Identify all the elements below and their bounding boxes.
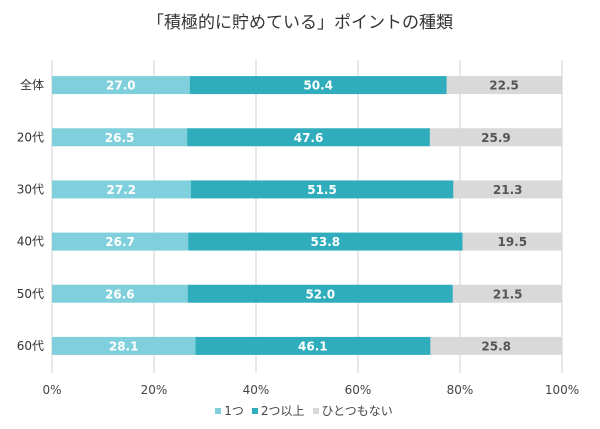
legend-label: 1つ xyxy=(224,404,244,418)
category-label: 全体 xyxy=(20,77,44,92)
legend-label: ひとつもない xyxy=(321,404,393,418)
category-label: 40代 xyxy=(17,235,44,249)
category-label: 30代 xyxy=(17,182,44,196)
legend: 1つ 2つ以上 ひとつもない xyxy=(0,402,600,419)
x-tick-label: 40% xyxy=(243,383,270,397)
data-label: 53.8 xyxy=(311,235,341,249)
bar-segment xyxy=(446,76,562,95)
legend-swatch xyxy=(312,408,319,414)
chart-title: 「積極的に貯めている」ポイントの種類 xyxy=(147,13,453,33)
bar-segment xyxy=(52,180,191,199)
data-label: 25.8 xyxy=(481,339,511,353)
legend-swatch xyxy=(251,408,258,414)
data-label: 26.7 xyxy=(105,235,135,249)
bar-segment xyxy=(453,180,562,199)
data-label: 52.0 xyxy=(305,287,335,301)
x-tick-label: 80% xyxy=(447,383,474,397)
data-label: 21.5 xyxy=(493,287,523,301)
bar-segment xyxy=(187,128,430,147)
bar-segment xyxy=(52,336,196,355)
bar-segment xyxy=(52,76,190,95)
data-label: 51.5 xyxy=(307,183,337,197)
category-label: 50代 xyxy=(17,287,44,301)
category-label: 20代 xyxy=(17,130,44,144)
bar-segment xyxy=(52,284,188,303)
bar-segment xyxy=(190,180,454,199)
data-label: 27.0 xyxy=(106,79,136,93)
bar-segment xyxy=(452,284,563,303)
data-label: 27.2 xyxy=(107,183,137,197)
data-label: 47.6 xyxy=(294,131,324,145)
bar-segment xyxy=(187,284,453,303)
bar-segment xyxy=(462,232,562,251)
data-label: 21.3 xyxy=(493,183,523,197)
bar-segment xyxy=(430,336,562,355)
data-label: 26.5 xyxy=(105,131,135,145)
legend-swatch xyxy=(215,408,222,414)
bar-segment xyxy=(52,128,188,147)
bar-segment xyxy=(195,336,431,355)
bar-segment xyxy=(52,232,189,251)
bar-segment xyxy=(189,76,447,95)
data-label: 26.6 xyxy=(105,287,135,301)
data-label: 19.5 xyxy=(497,235,527,249)
x-tick-label: 20% xyxy=(141,383,168,397)
data-label: 22.5 xyxy=(489,79,519,93)
x-tick-label: 60% xyxy=(345,383,372,397)
bar-segment xyxy=(429,128,562,147)
x-tick-label: 100% xyxy=(545,383,579,397)
data-label: 50.4 xyxy=(303,79,333,93)
bar-segment xyxy=(188,232,463,251)
x-tick-label: 0% xyxy=(42,383,61,397)
category-label: 60代 xyxy=(17,339,44,353)
data-label: 46.1 xyxy=(298,339,328,353)
data-label: 25.9 xyxy=(481,131,511,145)
data-label: 28.1 xyxy=(109,339,139,353)
legend-label: 2つ以上 xyxy=(260,404,305,418)
